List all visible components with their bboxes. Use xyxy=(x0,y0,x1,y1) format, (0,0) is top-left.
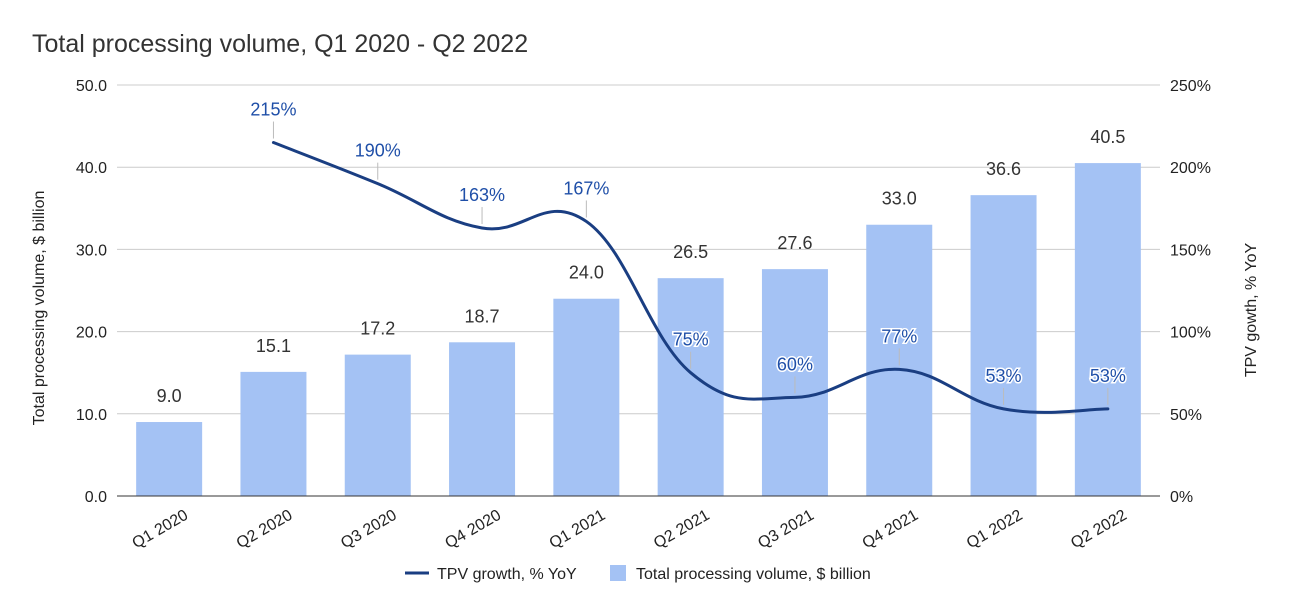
bar xyxy=(657,278,724,496)
bar-data-label: 27.6 xyxy=(777,233,812,253)
bar-data-label: 36.6 xyxy=(986,159,1021,179)
y-tick-left: 30.0 xyxy=(76,242,107,259)
bar xyxy=(240,371,307,496)
bar xyxy=(136,422,203,496)
line-data-label: 163% xyxy=(459,185,505,205)
bar-data-label: 18.7 xyxy=(465,306,500,326)
line-data-label: 77% xyxy=(881,326,917,346)
bar-data-label: 24.0 xyxy=(569,263,604,283)
y-tick-right: 100% xyxy=(1170,325,1211,342)
legend-bar-swatch xyxy=(610,565,626,581)
x-tick-label: Q1 2020 xyxy=(129,507,191,552)
bar-data-label: 40.5 xyxy=(1090,127,1125,147)
y-tick-left: 20.0 xyxy=(76,325,107,342)
line-data-label: 53% xyxy=(1090,366,1126,386)
y-tick-left: 10.0 xyxy=(76,407,107,424)
line-data-label: 190% xyxy=(355,141,401,161)
line-data-label: 60% xyxy=(777,354,813,374)
x-tick-label: Q1 2021 xyxy=(547,507,609,552)
x-tick-label: Q4 2020 xyxy=(442,507,504,552)
legend: TPV growth, % YoY Total processing volum… xyxy=(405,565,871,583)
line-data-label: 167% xyxy=(563,178,609,198)
line-data-label: 215% xyxy=(250,100,296,120)
legend-label-bar: Total processing volume, $ billion xyxy=(636,566,871,583)
legend-label-line: TPV growth, % YoY xyxy=(437,566,577,583)
bar-data-label: 26.5 xyxy=(673,242,708,262)
x-tick-label: Q3 2021 xyxy=(755,507,817,552)
y-tick-right: 50% xyxy=(1170,407,1202,424)
y-tick-left: 50.0 xyxy=(76,78,107,95)
bar xyxy=(553,298,620,496)
line-data-label: 75% xyxy=(673,330,709,350)
bar xyxy=(449,342,516,496)
bar-data-label: 17.2 xyxy=(360,319,395,339)
x-tick-label: Q4 2021 xyxy=(860,507,922,552)
y-axis-right-label: TPV gowth, % YoY xyxy=(1243,243,1260,378)
bar xyxy=(344,354,411,496)
bar xyxy=(970,195,1037,496)
x-tick-label: Q2 2020 xyxy=(234,507,296,552)
y-tick-right: 200% xyxy=(1170,160,1211,177)
y-tick-right: 150% xyxy=(1170,242,1211,259)
y-tick-right: 250% xyxy=(1170,78,1211,95)
line-data-label: 53% xyxy=(986,366,1022,386)
bar xyxy=(1074,163,1141,496)
bar-data-label: 33.0 xyxy=(882,189,917,209)
tpv-growth-line xyxy=(271,141,1110,414)
y-tick-right: 0% xyxy=(1170,489,1193,506)
x-tick-label: Q2 2022 xyxy=(1068,507,1130,552)
x-tick-label: Q1 2022 xyxy=(964,507,1026,552)
bar-series xyxy=(136,163,1141,497)
y-tick-left: 40.0 xyxy=(76,160,107,177)
y-axis-left-label: Total processing volume, $ billion xyxy=(31,191,48,426)
chart-title: Total processing volume, Q1 2020 - Q2 20… xyxy=(32,30,528,58)
data-labels: 9.0 15.1 17.2 18.7 24.0 26.5 27.6 33.0 36.6 40.5 2… xyxy=(157,98,1128,406)
line-series xyxy=(271,141,1110,414)
bar-data-label: 9.0 xyxy=(157,386,182,406)
x-tick-label: Q3 2020 xyxy=(338,507,400,552)
x-tick-label: Q2 2021 xyxy=(651,507,713,552)
y-tick-left: 0.0 xyxy=(85,489,107,506)
bar-data-label: 15.1 xyxy=(256,336,291,356)
